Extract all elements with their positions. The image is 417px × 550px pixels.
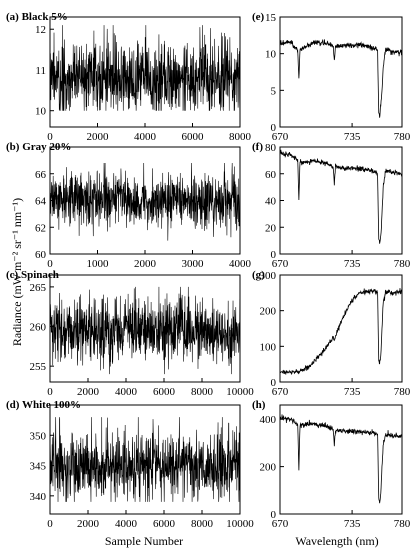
y-tick-label-e-1: 5: [271, 85, 277, 97]
x-tick-label-d-4: 8000: [191, 518, 214, 530]
x-tick-label-a-4: 8000: [229, 131, 252, 143]
x-tick-label-c-2: 4000: [115, 386, 138, 398]
plot-frame-g: [279, 274, 403, 383]
x-tick-label-g-1: 735: [344, 386, 361, 398]
y-axis-title: Radiance (mW m⁻² sr⁻¹ nm⁻¹): [10, 198, 24, 346]
series-line-g: [280, 288, 402, 376]
x-tick-label-b-3: 3000: [182, 258, 205, 270]
x-axis-title-right: Wavelength (nm): [295, 534, 378, 548]
y-tick-label-f-1: 20: [265, 222, 277, 234]
x-tick-label-f-0: 670: [272, 258, 289, 270]
y-tick-label-h-1: 200: [260, 462, 277, 474]
plot-frame-f: [279, 146, 403, 255]
series-line-d: [50, 417, 240, 502]
y-tick-label-d-0: 340: [30, 491, 47, 503]
x-tick-label-c-3: 6000: [153, 386, 176, 398]
y-tick-label-f-3: 60: [265, 169, 277, 181]
y-tick-label-c-0: 255: [30, 361, 47, 373]
series-line-b: [50, 163, 240, 241]
plot-frame-d: [49, 404, 241, 515]
y-tick-label-c-1: 260: [30, 322, 47, 334]
x-tick-label-c-4: 8000: [191, 386, 214, 398]
y-tick-label-a-0: 10: [35, 106, 47, 118]
y-tick-label-b-2: 64: [35, 196, 47, 208]
y-tick-label-b-0: 60: [35, 249, 47, 261]
x-tick-label-h-1: 735: [344, 518, 361, 530]
y-tick-label-d-1: 345: [30, 461, 47, 473]
plot-frame-c: [49, 274, 241, 383]
x-tick-label-d-0: 0: [47, 518, 53, 530]
y-tick-label-d-2: 350: [30, 430, 47, 442]
x-tick-label-a-1: 2000: [87, 131, 110, 143]
y-tick-label-f-0: 0: [271, 249, 277, 261]
y-tick-label-g-0: 0: [271, 377, 277, 389]
x-tick-label-f-2: 780: [394, 258, 411, 270]
panel-title-h: (h): [252, 399, 266, 411]
panel-b: 0 1000 2000 3000 4000 60 62 64 66 (b) Gray 20%: [6, 141, 252, 270]
x-tick-label-d-5: 10000: [226, 518, 254, 530]
panel-g: 670 735 780 0 100 200 300(g): [252, 269, 411, 398]
y-tick-label-f-2: 40: [265, 196, 277, 208]
x-tick-label-f-1: 735: [344, 258, 361, 270]
y-tick-label-f-4: 80: [265, 142, 277, 154]
x-tick-label-c-5: 10000: [226, 386, 254, 398]
series-line-f: [280, 149, 402, 244]
panel-e: 670 735 780 0 5 10 15(e): [252, 11, 411, 143]
x-tick-label-b-0: 0: [47, 258, 53, 270]
y-tick-label-a-2: 12: [35, 24, 46, 36]
x-tick-label-a-0: 0: [47, 131, 53, 143]
panel-c: 0 2000 4000 6000 8000 10000 255 260 265(c) Spina…: [6, 269, 254, 398]
plot-frame-h: [279, 404, 403, 515]
x-tick-label-d-2: 4000: [115, 518, 138, 530]
panel-title-d: (d) White 100%: [6, 399, 81, 411]
panel-title-e: (e): [252, 11, 265, 23]
plot-frame-e: [279, 16, 403, 128]
panel-title-c: (c) Spinach: [6, 269, 59, 281]
y-tick-label-g-3: 300: [260, 270, 277, 282]
x-tick-label-g-2: 780: [394, 386, 411, 398]
series-line-h: [280, 414, 402, 504]
x-tick-label-a-3: 6000: [182, 131, 205, 143]
x-tick-label-d-3: 6000: [153, 518, 176, 530]
y-tick-label-e-0: 0: [271, 122, 277, 134]
panel-f: 670 735 780 0 20 40 60 80(f): [252, 141, 411, 270]
y-tick-label-h-2: 400: [260, 414, 277, 426]
series-line-c: [50, 286, 240, 375]
panel-title-f: (f): [252, 141, 263, 153]
x-tick-label-e-1: 735: [344, 131, 361, 143]
y-tick-label-a-1: 11: [35, 65, 46, 77]
panel-title-g: (g): [252, 269, 265, 281]
x-tick-label-c-1: 2000: [77, 386, 100, 398]
x-tick-label-e-2: 780: [394, 131, 411, 143]
y-tick-label-h-0: 0: [271, 509, 277, 521]
x-tick-label-d-1: 2000: [77, 518, 100, 530]
x-axis-title-left: Sample Number: [105, 534, 183, 548]
x-tick-label-c-0: 0: [47, 386, 53, 398]
x-tick-label-b-1: 1000: [87, 258, 110, 270]
panel-d: 0 2000 4000 6000 8000 10000 340 345 350 (d) White…: [6, 399, 254, 530]
y-tick-label-g-1: 100: [260, 341, 277, 353]
y-tick-label-e-3: 15: [265, 12, 277, 24]
panel-h: 670 735 780 0 200 400 (h): [252, 399, 411, 530]
panel-title-a: (a) Black 5%: [6, 11, 68, 23]
y-tick-label-b-1: 62: [35, 222, 46, 234]
x-tick-label-h-2: 780: [394, 518, 411, 530]
series-line-a: [50, 25, 240, 111]
y-tick-label-c-2: 265: [30, 282, 47, 294]
y-tick-label-e-2: 10: [265, 49, 277, 61]
x-tick-label-b-2: 2000: [134, 258, 157, 270]
x-tick-label-g-0: 670: [272, 386, 289, 398]
x-tick-label-h-0: 670: [272, 518, 289, 530]
y-tick-label-g-2: 200: [260, 306, 277, 318]
x-tick-label-e-0: 670: [272, 131, 289, 143]
panel-title-b: (b) Gray 20%: [6, 141, 71, 153]
y-tick-label-b-3: 66: [35, 169, 47, 181]
x-tick-label-b-4: 4000: [229, 258, 252, 270]
x-tick-label-a-2: 4000: [134, 131, 157, 143]
panel-a: 0 2000 4000 6000 8000 10 11 12(a) Black 5%: [6, 11, 252, 143]
series-line-e: [280, 39, 402, 118]
